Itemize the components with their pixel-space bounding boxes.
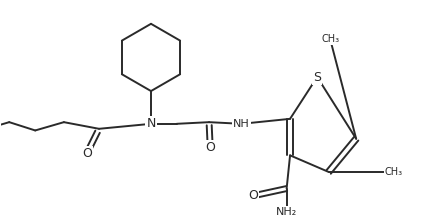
Text: NH₂: NH₂	[276, 207, 297, 217]
Text: S: S	[313, 70, 321, 83]
Text: CH₃: CH₃	[384, 167, 403, 177]
Text: N: N	[146, 117, 156, 130]
Text: O: O	[248, 189, 258, 202]
Text: O: O	[205, 141, 215, 154]
Text: O: O	[82, 147, 92, 160]
Text: CH₃: CH₃	[321, 34, 339, 44]
Text: NH: NH	[233, 119, 250, 129]
